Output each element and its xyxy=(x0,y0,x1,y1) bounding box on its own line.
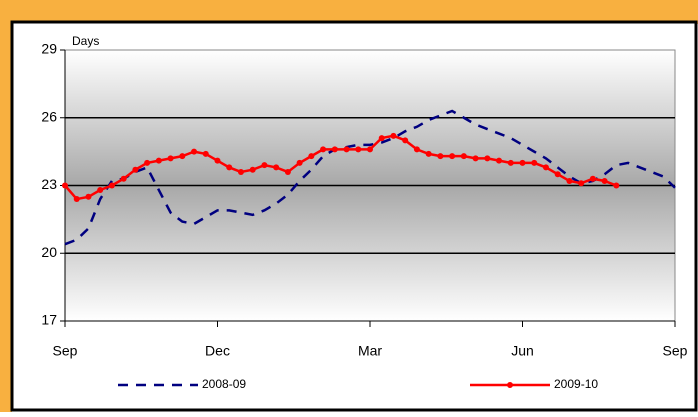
legend-label: 2008-09 xyxy=(202,377,246,391)
point xyxy=(191,148,198,155)
point xyxy=(144,159,151,166)
point xyxy=(472,155,479,162)
point xyxy=(179,153,186,160)
point xyxy=(402,137,409,144)
point xyxy=(308,153,315,160)
x-tick-label: Sep xyxy=(53,343,78,359)
point xyxy=(554,171,561,178)
point xyxy=(578,180,585,187)
point xyxy=(284,168,291,175)
point xyxy=(531,159,538,166)
legend-label: 2009-10 xyxy=(554,377,598,391)
x-tick-label: Jun xyxy=(511,343,534,359)
point xyxy=(355,146,362,153)
y-tick-label: 26 xyxy=(41,108,57,124)
point xyxy=(73,196,80,203)
point xyxy=(460,153,467,160)
legend-marker xyxy=(507,382,513,388)
x-tick-label: Dec xyxy=(205,343,230,359)
point xyxy=(437,153,444,160)
point xyxy=(320,146,327,153)
point xyxy=(496,157,503,164)
point xyxy=(62,182,68,189)
point xyxy=(296,159,303,166)
y-tick-label: 23 xyxy=(41,176,57,192)
point xyxy=(261,162,268,169)
point xyxy=(167,155,174,162)
point xyxy=(249,166,256,173)
point xyxy=(507,159,514,166)
y-tick-label: 20 xyxy=(41,244,57,260)
point xyxy=(566,177,573,184)
point xyxy=(601,177,608,184)
point xyxy=(484,155,491,162)
point xyxy=(449,153,456,160)
point xyxy=(425,150,432,157)
y-tick-label: 17 xyxy=(41,312,57,328)
point xyxy=(97,187,104,194)
point xyxy=(331,146,338,153)
point xyxy=(85,193,92,200)
point xyxy=(237,168,244,175)
point xyxy=(273,164,280,171)
top-banner xyxy=(0,0,698,24)
point xyxy=(226,164,233,171)
x-tick-label: Sep xyxy=(663,343,688,359)
point xyxy=(519,159,526,166)
y-tick-label: 29 xyxy=(41,41,57,57)
point xyxy=(202,150,209,157)
point xyxy=(214,157,221,164)
series-line xyxy=(64,109,676,246)
point xyxy=(413,146,420,153)
left-banner xyxy=(0,0,12,412)
point xyxy=(390,132,397,139)
point xyxy=(343,146,350,153)
point xyxy=(542,164,549,171)
point xyxy=(367,146,373,153)
point xyxy=(132,166,139,173)
point xyxy=(120,175,127,182)
point xyxy=(108,182,115,189)
point xyxy=(378,135,385,142)
x-tick-label: Mar xyxy=(358,343,382,359)
point xyxy=(589,175,596,182)
point xyxy=(155,157,162,164)
y-axis-label: Days xyxy=(72,34,99,48)
point xyxy=(613,182,620,189)
